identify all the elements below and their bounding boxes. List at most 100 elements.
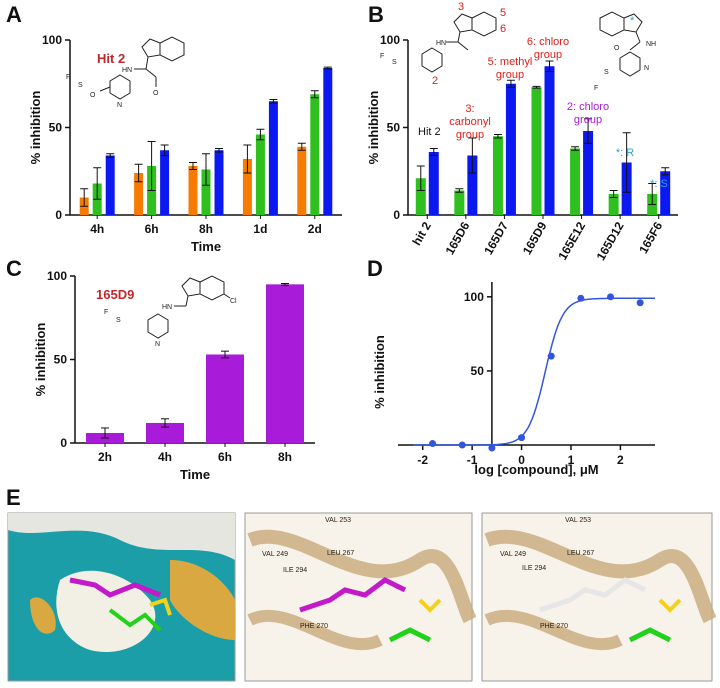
bar [146,422,184,443]
y-axis-label: % inhibition [28,91,43,165]
methyl-annotation-1: 5: methyl [488,56,533,68]
bar [415,178,426,215]
ring-number-2: 2 [432,75,438,87]
nh-label-b2: NH [646,41,656,48]
residue-leu267-right: LEU 267 [567,550,594,557]
r-annotation: *: R [616,147,634,159]
o-label-b2: O [614,45,620,52]
bar [428,152,439,215]
chloro6-annotation-2: group [534,49,562,61]
y-axis-label: % inhibition [372,335,387,409]
residue-ile294-right: ILE 294 [522,565,546,572]
x-tick-label: 165D9 [520,219,550,257]
panel-b-annotations: Hit 2 3: carbonyl group 5: methyl group … [418,36,668,190]
s-label-a: S [78,82,83,89]
x-tick-label: 165D12 [594,219,627,263]
bar [570,148,581,215]
bar [206,354,244,443]
x-tick-label: 8h [278,450,292,464]
residue-val249-mid: VAL 249 [262,551,288,558]
s-label-c: S [116,317,121,324]
cl-label: Cl [230,298,237,305]
y-tick-label: 100 [464,290,484,304]
panel-letter-c: C [6,256,22,281]
data-point [547,352,555,360]
bar [297,146,307,215]
bar [323,68,333,215]
residue-val249-right: VAL 249 [500,551,526,558]
chart-a: 0 50 100 4h 6h 8h 1d 2d Time % inhibition [28,33,342,254]
bar [214,150,224,215]
bar [505,83,516,215]
y-tick-label: 100 [47,269,67,283]
carbonyl-annotation-2: carbonyl [449,116,491,128]
nh-label-a: HN [122,67,132,74]
fit-curve [412,297,655,446]
nh-label-b: HN [436,40,446,47]
methyl-annotation-2: group [496,69,524,81]
ring-number-6: 6 [500,23,506,35]
x-tick-label: 165F6 [636,219,665,256]
bar [531,87,542,215]
x-tick-label: hit 2 [409,219,434,248]
x-tick-label: 1 [568,453,575,467]
ring-number-3: 3 [458,1,464,13]
bar [310,94,320,215]
panel-letter-d: D [367,256,383,281]
residue-val253-right: VAL 253 [565,517,591,524]
x-tick-label: 0 [518,453,525,467]
compound-label-c: 165D9 [96,287,134,302]
x-tick-label: -1 [467,453,478,467]
bar [188,166,198,215]
x-tick-label: 6h [218,450,232,464]
residue-leu267-mid: LEU 267 [327,550,354,557]
data-point [458,441,466,449]
residue-phe270-mid: PHE 270 [300,623,328,630]
nh-label-c: HN [162,304,172,311]
carbonyl-annotation-1: 3: [465,103,474,115]
bar [255,134,265,215]
f-label-b2: F [594,85,598,92]
f-label-c: F [104,309,108,316]
n-label-b2: N [644,65,649,72]
structure-b-left: HN F S 3 5 6 2 [380,1,506,87]
s-label-b2: S [604,69,609,76]
y-tick-label: 0 [60,436,67,450]
s-label-b: S [392,59,397,66]
x-tick-label: 2 [617,453,624,467]
y-tick-label: 50 [49,121,63,135]
bar [201,169,211,215]
x-tick-label: 2d [308,222,322,236]
ring-number-5: 5 [500,7,506,19]
structure-165d9: Cl HN N S F [104,275,237,348]
bar [660,171,671,215]
x-tick-label: 4h [158,450,172,464]
y-tick-label: 50 [54,353,68,367]
x-axis-label: Time [180,467,210,482]
y-tick-label: 50 [387,121,401,135]
residue-ile294-mid: ILE 294 [283,567,307,574]
stereo-star: * [630,15,635,27]
panel-letter-a: A [6,2,22,27]
y-tick-label: 0 [55,208,62,222]
bar [583,131,594,215]
chart-d: 50 100 -2 -1 0 1 2 log [compound], μM % inhibiti… [372,282,655,477]
data-point [429,440,437,448]
x-tick-label: 1d [253,222,267,236]
n-label-a: N [117,102,122,109]
o-label-a2: O [90,92,96,99]
panel-e-surface [7,512,236,682]
panel-letter-e: E [6,485,21,510]
data-point [577,294,585,302]
carbonyl-annotation-3: group [456,129,484,141]
chloro6-annotation-1: 6: chloro [527,36,569,48]
residue-phe270-right: PHE 270 [540,623,568,630]
f-label-b: F [380,53,384,60]
bar [454,190,465,215]
bar [242,159,252,215]
panel-e-ribbon-1: VAL 253 VAL 249 LEU 267 ILE 294 PHE 270 [244,512,477,682]
x-axis-label: log [compound], μM [474,462,598,477]
y-tick-label: 0 [393,208,400,222]
y-tick-label: 100 [380,33,400,47]
